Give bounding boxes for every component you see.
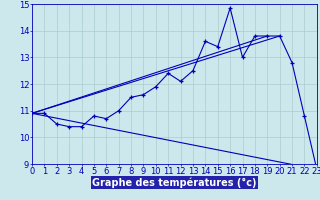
X-axis label: Graphe des températures (°c): Graphe des températures (°c) — [92, 177, 257, 188]
